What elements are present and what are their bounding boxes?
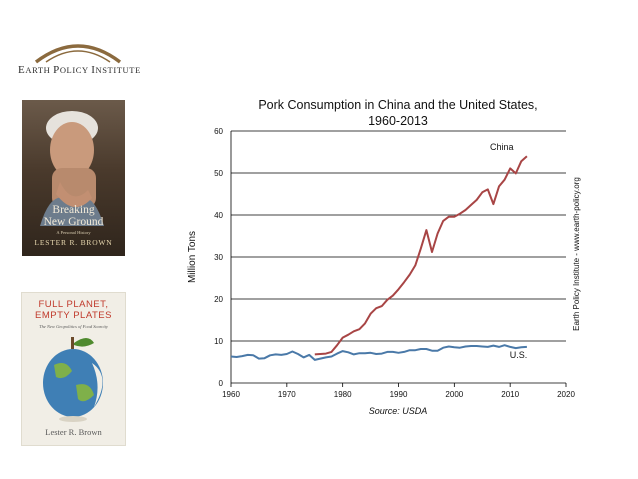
arc-logo-icon xyxy=(34,44,122,64)
book1-subtitle: A Personal History xyxy=(56,230,91,235)
series-label-us: U.S. xyxy=(510,350,528,360)
apple-globe-icon xyxy=(43,337,103,422)
book2-author: Lester R. Brown xyxy=(45,427,102,437)
y-tick-label: 0 xyxy=(219,379,224,388)
book2-title: FULL PLANET, EMPTY PLATES xyxy=(35,299,112,321)
y-tick-label: 50 xyxy=(214,169,223,178)
book1-author: LESTER R. BROWN xyxy=(34,238,113,247)
x-tick-label: 2010 xyxy=(501,390,519,399)
series-labels: China U.S. xyxy=(490,142,527,360)
x-tick-label: 2020 xyxy=(557,390,575,399)
book-cover-full-planet-empty-plates: FULL PLANET, EMPTY PLATES The New Geopol… xyxy=(22,293,125,445)
y-axis-ticks: 0 10 20 30 40 50 60 xyxy=(214,127,223,388)
chart-title: Pork Consumption in China and the United… xyxy=(258,98,537,112)
book-cover-breaking-new-ground: Breaking New Ground A Personal History L… xyxy=(22,100,125,256)
x-tick-label: 1990 xyxy=(390,390,408,399)
author-portrait-image xyxy=(40,111,104,226)
side-credit-note: Earth Policy Institute - www.earth-polic… xyxy=(572,177,581,331)
chart-title-line-2: 1960-2013 xyxy=(368,114,428,128)
gridlines xyxy=(230,130,566,384)
y-axis-label: Million Tons xyxy=(187,231,198,283)
y-tick-label: 10 xyxy=(214,337,223,346)
x-tick-label: 2000 xyxy=(445,390,463,399)
y-tick-label: 40 xyxy=(214,211,223,220)
x-axis-ticks: 1960 1970 1980 1990 2000 2010 2020 xyxy=(222,383,575,399)
y-tick-label: 20 xyxy=(214,295,223,304)
earth-policy-institute-logo: EARTH POLICY INSTITUTE xyxy=(18,34,141,80)
x-tick-label: 1970 xyxy=(278,390,296,399)
series-line-us xyxy=(230,344,527,361)
logo-wordmark: EARTH POLICY INSTITUTE xyxy=(18,64,141,76)
series-line-china xyxy=(314,155,528,356)
y-tick-label: 60 xyxy=(214,127,223,136)
series-lines xyxy=(230,155,528,361)
x-tick-label: 1960 xyxy=(222,390,240,399)
book2-subtitle: The New Geopolitics of Food Scarcity xyxy=(39,324,108,329)
book1-title: Breaking New Ground xyxy=(43,204,104,228)
source-note: Source: USDA xyxy=(369,406,428,416)
series-label-china: China xyxy=(490,142,514,152)
y-tick-label: 30 xyxy=(214,253,223,262)
x-tick-label: 1980 xyxy=(334,390,352,399)
